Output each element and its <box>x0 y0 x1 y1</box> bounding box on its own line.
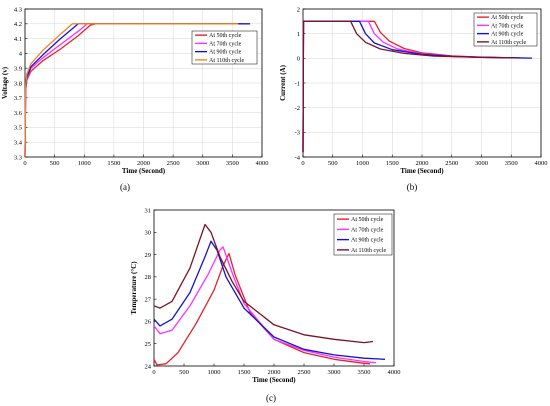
y-axis-label: Voltage (v) <box>1 66 9 99</box>
y-tick-label: 3.7 <box>14 95 23 102</box>
y-tick-label: 25 <box>145 341 152 348</box>
y-tick-label: -1 <box>295 80 300 87</box>
x-tick-label: 1000 <box>208 369 221 376</box>
x-tick-label: 2000 <box>268 369 281 376</box>
legend-box <box>191 30 258 65</box>
y-tick-label: 3.9 <box>14 66 22 73</box>
series-line <box>302 20 518 153</box>
x-tick-label: 500 <box>50 160 60 167</box>
x-tick-label: 3000 <box>475 160 488 167</box>
y-tick-label: 28 <box>145 274 152 281</box>
y-tick-label: 24 <box>145 363 152 370</box>
y-tick-label: -3 <box>295 130 300 137</box>
y-tick-label: 4.3 <box>14 6 22 13</box>
y-tick-label: 3.3 <box>14 154 22 161</box>
series-line <box>24 23 239 158</box>
y-tick-label: 29 <box>145 252 152 259</box>
x-tick-label: 2500 <box>298 369 311 376</box>
legend-label: At 110th cycle <box>209 58 244 64</box>
voltage-chart: 0 500 1000 1500 2000 2500 3000 3500 4000 3.3 3.4 3.… <box>1 6 269 192</box>
y-tick-label: 2 <box>297 6 300 13</box>
legend-label: At 90th cycle <box>351 238 384 244</box>
x-tick-label: 3500 <box>226 160 239 167</box>
x-tick-label: 3000 <box>196 160 209 167</box>
legend-label: At 50th cycle <box>491 15 524 21</box>
y-tick-label: 31 <box>145 207 152 214</box>
x-tick-label: 1000 <box>356 160 369 167</box>
x-tick-label: 3500 <box>505 160 518 167</box>
y-tick-label: 30 <box>145 230 152 237</box>
series-line <box>153 252 371 366</box>
y-tick-label: 1 <box>297 31 300 38</box>
x-tick-label: 2000 <box>416 160 429 167</box>
legend-label: At 70th cycle <box>491 23 524 29</box>
legend-box <box>333 213 393 256</box>
legend-label: At 50th cycle <box>351 217 384 223</box>
x-axis-label: Time (Second) <box>252 376 296 384</box>
x-tick-label: 0 <box>301 160 304 167</box>
x-tick-label: 3000 <box>328 369 341 376</box>
legend-label: At 110th cycle <box>491 40 526 46</box>
y-tick-label: 3.8 <box>14 80 22 87</box>
panel-caption: (c) <box>266 393 276 403</box>
legend-label: At 90th cycle <box>209 50 242 56</box>
y-axis-label: Current (A) <box>279 64 287 101</box>
panel-caption: (a) <box>120 182 130 192</box>
series-line <box>153 246 377 364</box>
panel-caption: (b) <box>407 182 418 192</box>
current-chart: 0 500 1000 1500 2000 2500 3000 3500 4000 -4 -3 -2 -1… <box>279 6 548 192</box>
x-tick-label: 3500 <box>358 369 371 376</box>
y-tick-label: -2 <box>295 105 300 112</box>
x-tick-label: 0 <box>152 369 155 376</box>
x-tick-label: 2500 <box>445 160 458 167</box>
x-tick-label: 2500 <box>167 160 180 167</box>
y-axis-label: Temperature (°C) <box>130 261 138 315</box>
y-tick-label: 3.5 <box>14 125 22 132</box>
legend-label: At 50th cycle <box>209 33 242 39</box>
y-tick-label: -4 <box>295 154 301 161</box>
x-tick-label: 0 <box>23 160 26 167</box>
y-tick-label: 3.4 <box>14 140 23 147</box>
y-tick-label: 3.6 <box>14 110 23 117</box>
y-tick-label: 4 <box>19 51 23 58</box>
y-tick-label: 0 <box>297 56 300 63</box>
temperature-chart: 0 500 1000 1500 2000 2500 3000 3500 4000 24 25 26 27… <box>130 207 401 403</box>
x-tick-label: 4000 <box>535 160 548 167</box>
x-axis-label: Time (Second) <box>400 167 444 175</box>
x-tick-label: 500 <box>179 369 189 376</box>
series-line <box>153 223 374 344</box>
legend-label: At 110th cycle <box>351 248 386 254</box>
y-tick-label: 26 <box>145 319 152 326</box>
x-axis-label: Time (Second) <box>122 167 166 175</box>
y-tick-label: 27 <box>145 296 152 303</box>
y-tick-label: 4.2 <box>14 21 22 28</box>
x-tick-label: 1500 <box>107 160 120 167</box>
x-tick-label: 2000 <box>137 160 150 167</box>
x-tick-label: 4000 <box>256 160 269 167</box>
series-line <box>153 240 386 360</box>
x-tick-label: 1500 <box>238 369 251 376</box>
x-tick-label: 1500 <box>386 160 399 167</box>
legend-label: At 90th cycle <box>491 32 524 38</box>
legend-label: At 70th cycle <box>351 227 384 233</box>
x-tick-label: 4000 <box>388 369 401 376</box>
x-tick-label: 1000 <box>78 160 91 167</box>
legend-box <box>473 12 538 47</box>
legend-label: At 70th cycle <box>209 41 242 47</box>
y-tick-label: 4.1 <box>14 36 22 43</box>
x-tick-label: 500 <box>328 160 338 167</box>
